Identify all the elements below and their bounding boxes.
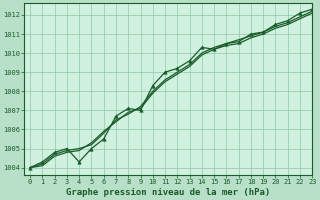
- X-axis label: Graphe pression niveau de la mer (hPa): Graphe pression niveau de la mer (hPa): [66, 188, 270, 197]
